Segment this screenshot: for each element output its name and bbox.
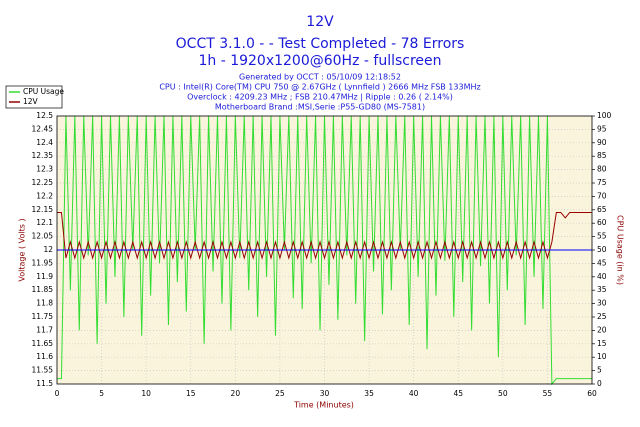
x-tick-label: 60 [587, 389, 597, 398]
y-tick-label: 12.45 [32, 124, 54, 133]
y2-axis-label: CPU Usage (in %) [616, 215, 625, 285]
x-tick-label: 45 [453, 389, 463, 398]
y-tick-label: 11.65 [32, 339, 54, 348]
y2-tick-label: 40 [597, 272, 607, 281]
y-tick-label: 11.95 [32, 258, 54, 267]
y-tick-label: 11.85 [32, 285, 54, 294]
y2-tick-label: 90 [597, 138, 607, 147]
x-tick-label: 15 [186, 389, 196, 398]
x-tick-label: 0 [55, 389, 60, 398]
x-tick-label: 5 [99, 389, 104, 398]
y2-tick-label: 0 [597, 379, 602, 388]
y-tick-label: 12.4 [36, 138, 53, 147]
y-tick-label: 12.2 [36, 191, 53, 200]
legend-label: 12V [23, 97, 39, 106]
x-tick-label: 55 [543, 389, 553, 398]
y-tick-label: 12 [43, 245, 53, 254]
y-axis-label: Voltage ( Volts ) [18, 218, 27, 281]
y2-tick-label: 35 [597, 285, 607, 294]
y2-tick-label: 65 [597, 205, 607, 214]
y2-tick-label: 70 [597, 191, 607, 200]
y2-tick-label: 45 [597, 258, 607, 267]
y2-tick-label: 85 [597, 151, 607, 160]
y2-tick-label: 30 [597, 299, 607, 308]
x-tick-label: 40 [409, 389, 419, 398]
y-tick-label: 11.55 [32, 366, 54, 375]
y-tick-label: 12.35 [32, 151, 54, 160]
y-tick-label: 11.5 [36, 379, 53, 388]
subtitle: OCCT 3.1.0 - - Test Completed - 78 Error… [176, 36, 465, 52]
y2-tick-label: 75 [597, 178, 607, 187]
y-tick-label: 11.7 [36, 325, 53, 334]
info: Overclock : 4209.23 MHz ; FSB 210.47MHz … [187, 93, 453, 102]
y2-tick-label: 80 [597, 165, 607, 174]
y2-tick-label: 20 [597, 325, 607, 334]
x-tick-label: 35 [364, 389, 374, 398]
y-tick-label: 11.8 [36, 299, 53, 308]
y-tick-label: 12.3 [36, 165, 53, 174]
x-tick-label: 30 [320, 389, 330, 398]
y-tick-label: 12.1 [36, 218, 53, 227]
plot-border [56, 115, 593, 385]
legend-label: CPU Usage [23, 87, 64, 96]
y-tick-label: 11.6 [36, 352, 53, 361]
x-axis-label: Time (Minutes) [293, 401, 354, 410]
x-tick-label: 20 [231, 389, 241, 398]
y-tick-label: 12.25 [32, 178, 54, 187]
info: CPU : Intel(R) Core(TM) CPU 750 @ 2.67GH… [159, 83, 480, 92]
y2-tick-label: 10 [597, 352, 607, 361]
x-tick-label: 50 [498, 389, 508, 398]
subtitle: 1h - 1920x1200@60Hz - fullscreen [198, 53, 441, 69]
y-tick-label: 12.15 [32, 205, 54, 214]
y2-tick-label: 55 [597, 232, 607, 241]
y-tick-label: 12.5 [36, 111, 53, 120]
y2-tick-label: 100 [597, 111, 612, 120]
info: Motherboard Brand :MSI,Serie :P55-GD80 (… [215, 103, 425, 112]
y-tick-label: 11.75 [32, 312, 54, 321]
y-tick-label: 11.9 [36, 272, 53, 281]
series-line [57, 211, 592, 260]
y2-tick-label: 60 [597, 218, 607, 227]
chart-title: 12V [306, 14, 334, 30]
y2-tick-label: 50 [597, 245, 607, 254]
y-tick-label: 12.05 [32, 232, 54, 241]
y2-tick-label: 15 [597, 339, 607, 348]
y2-tick-label: 5 [597, 366, 602, 375]
y2-tick-label: 95 [597, 124, 607, 133]
x-tick-label: 25 [275, 389, 285, 398]
info: Generated by OCCT : 05/10/09 12:18:52 [239, 73, 401, 82]
y2-tick-label: 25 [597, 312, 607, 321]
x-tick-label: 10 [141, 389, 151, 398]
